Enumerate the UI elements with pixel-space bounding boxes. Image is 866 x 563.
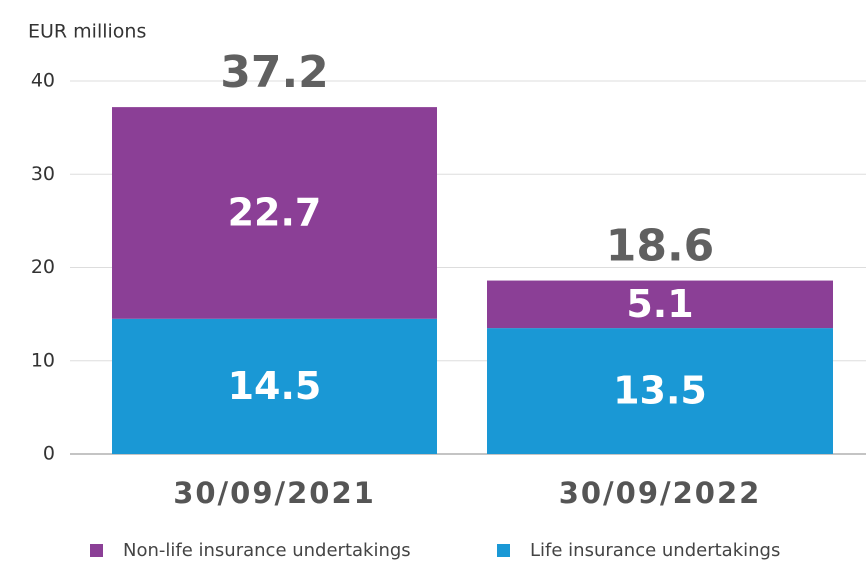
segment-label: 5.1 — [626, 282, 693, 326]
y-axis-label: EUR millions — [28, 21, 146, 43]
bar-segment — [487, 328, 833, 454]
y-tick-label: 0 — [43, 443, 55, 465]
y-tick-label: 10 — [31, 349, 55, 371]
segment-label: 14.5 — [228, 364, 322, 408]
total-label: 37.2 — [220, 47, 329, 98]
legend-swatch — [497, 544, 510, 557]
legend-label: Non-life insurance undertakings — [123, 540, 411, 561]
bar-segment — [112, 318, 437, 454]
legend-label: Life insurance undertakings — [530, 540, 780, 561]
y-tick-label: 20 — [31, 256, 55, 278]
legend-swatch — [90, 544, 103, 557]
x-tick-label: 30/09/2021 — [173, 476, 376, 510]
x-tick-label: 30/09/2022 — [559, 476, 762, 510]
segment-label: 13.5 — [613, 369, 707, 413]
segment-label: 22.7 — [228, 190, 322, 234]
bar-segment — [487, 280, 833, 329]
y-tick-label: 40 — [31, 70, 55, 92]
total-label: 18.6 — [606, 221, 715, 272]
y-tick-label: 30 — [31, 163, 55, 185]
bar-segment — [112, 107, 437, 319]
